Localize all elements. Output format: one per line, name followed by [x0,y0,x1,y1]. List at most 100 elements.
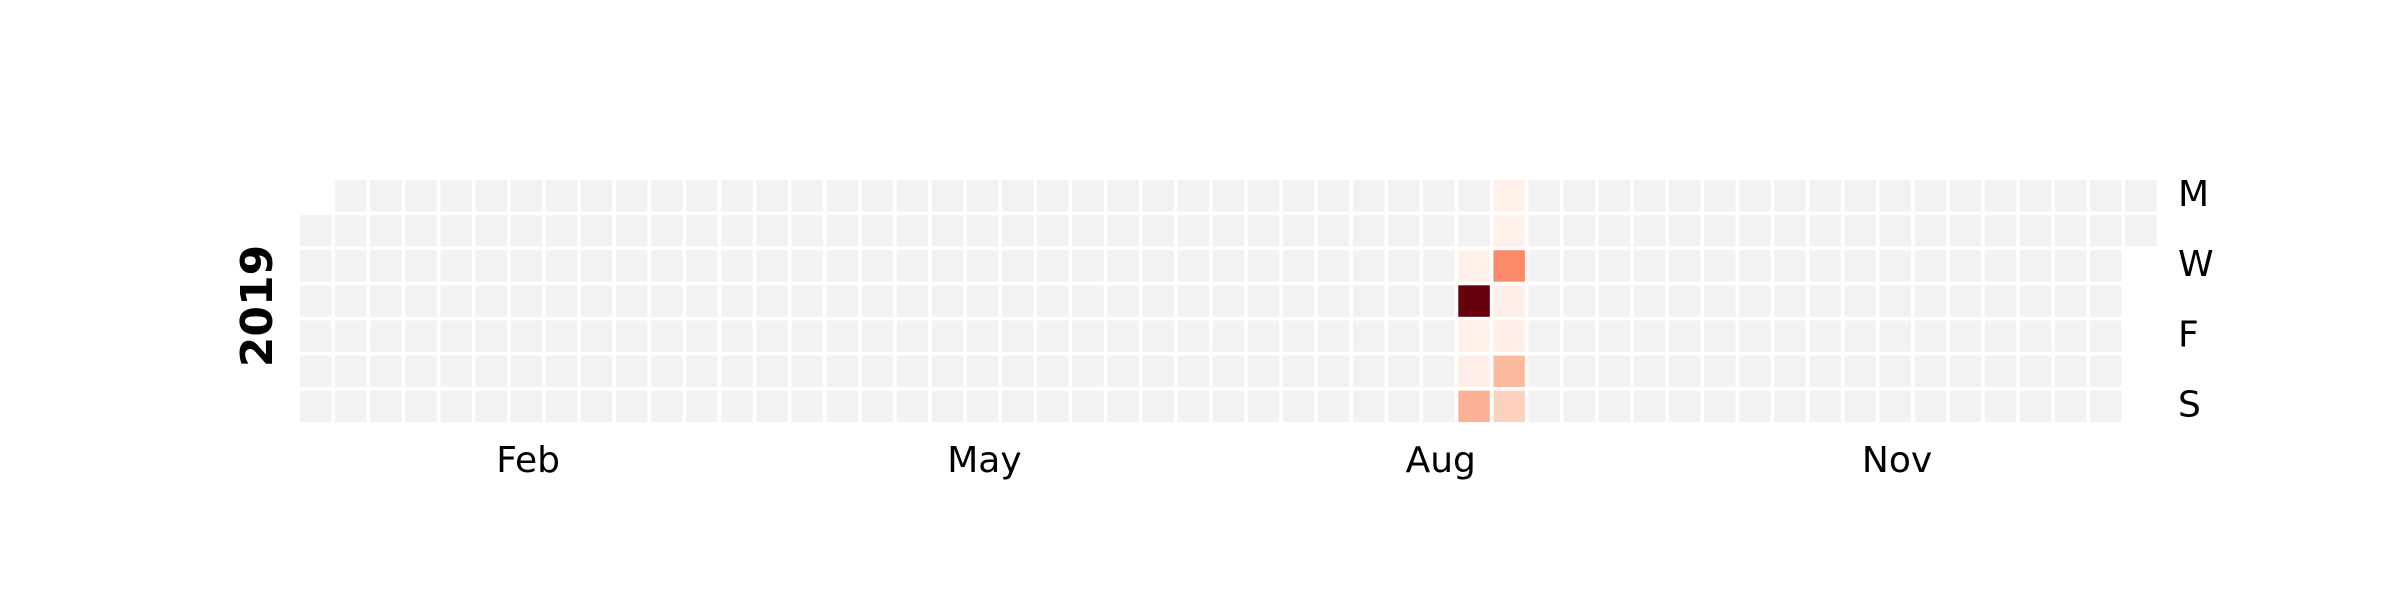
heatmap-cell [931,390,964,423]
heatmap-cell [686,355,718,387]
heatmap-cell [861,250,894,282]
heatmap-cell [686,320,718,352]
heatmap-cell [1633,355,1666,387]
heatmap-cell [1809,250,1841,282]
heatmap-cell [440,320,472,352]
heatmap-cell [791,320,823,352]
heatmap-cell [1037,250,1069,282]
heatmap-cell [1633,285,1666,317]
heatmap-cell [791,285,823,317]
heatmap-cell [1142,390,1174,423]
heatmap-cell [1844,215,1876,247]
heatmap-cell [686,390,718,423]
heatmap-cell [1458,320,1490,352]
heatmap-cell [1949,250,1982,282]
heatmap-cell [756,390,788,423]
heatmap-cell [1317,180,1350,212]
heatmap-cell [1282,355,1315,387]
heatmap-cell [2090,285,2122,317]
heatmap-cell [1844,180,1876,212]
heatmap-cell [2055,320,2087,352]
heatmap-cell [370,180,402,212]
heatmap-cell [1563,355,1596,387]
heatmap-cell [1037,215,1069,247]
heatmap-cell [1282,285,1315,317]
heatmap-cell [1879,320,1911,352]
heatmap-cell [651,285,683,317]
heatmap-cell [931,320,964,352]
heatmap-cell [545,355,578,387]
heatmap-cell [1493,320,1525,352]
heatmap-cell [1528,215,1560,247]
heatmap-cell [335,355,367,387]
heatmap-cell [1774,390,1806,423]
heatmap-cell [861,390,894,423]
heatmap-cell [580,250,613,282]
heatmap-cell [966,320,999,352]
heatmap-cell [756,285,788,317]
heatmap-cell [1458,390,1490,423]
heatmap-cell [1598,355,1631,387]
heatmap-cell [1317,215,1350,247]
heatmap-cell [966,215,999,247]
heatmap-cell [1668,355,1701,387]
heatmap-cell [615,285,648,317]
heatmap-cell [1072,180,1104,212]
heatmap-cell [1458,180,1490,212]
heatmap-cell [370,320,402,352]
heatmap-cell [370,215,402,247]
heatmap-cell [686,215,718,247]
heatmap-cell [756,250,788,282]
heatmap-cell [1984,250,2017,282]
heatmap-cell [1002,250,1034,282]
heatmap-cell [1037,320,1069,352]
heatmap-cell [1423,320,1455,352]
heatmap-cell [1774,355,1806,387]
heatmap-cell [1914,390,1947,423]
heatmap-cell [580,320,613,352]
heatmap-cell [1598,320,1631,352]
heatmap-cell [1353,180,1385,212]
heatmap-cell [931,180,964,212]
heatmap-cell [1949,390,1982,423]
heatmap-cell [2055,390,2087,423]
heatmap-cell [475,355,507,387]
heatmap-cell [1739,215,1771,247]
heatmap-cell [1002,285,1034,317]
heatmap-cell [826,390,858,423]
heatmap-cell [1844,285,1876,317]
heatmap-cell [1247,285,1280,317]
heatmap-cell [826,250,858,282]
heatmap-cell [2055,215,2087,247]
weekday-label: F [2178,314,2199,355]
heatmap-cell [1388,355,1420,387]
heatmap-cell [1879,215,1911,247]
heatmap-cell [1704,180,1736,212]
heatmap-cell [1002,320,1034,352]
heatmap-cell [1563,250,1596,282]
heatmap-cell [791,215,823,247]
heatmap-cell [510,355,543,387]
heatmap-cell [440,250,472,282]
heatmap-cell [300,320,332,352]
heatmap-cell [2055,355,2087,387]
heatmap-cell [1914,180,1947,212]
heatmap-cell [1282,215,1315,247]
heatmap-cell [686,285,718,317]
heatmap-cell [2019,355,2052,387]
heatmap-cell [896,320,929,352]
heatmap-cell [300,355,332,387]
heatmap-cell [1809,320,1841,352]
heatmap-cell [545,215,578,247]
heatmap-cell [1458,250,1490,282]
month-label: Feb [496,440,560,481]
heatmap-cell [1142,250,1174,282]
heatmap-cell [2019,180,2052,212]
heatmap-cell [1528,250,1560,282]
heatmap-cell [1493,355,1525,387]
heatmap-cell [1212,250,1245,282]
heatmap-cell [756,355,788,387]
heatmap-cell [1949,180,1982,212]
heatmap-cell [510,250,543,282]
